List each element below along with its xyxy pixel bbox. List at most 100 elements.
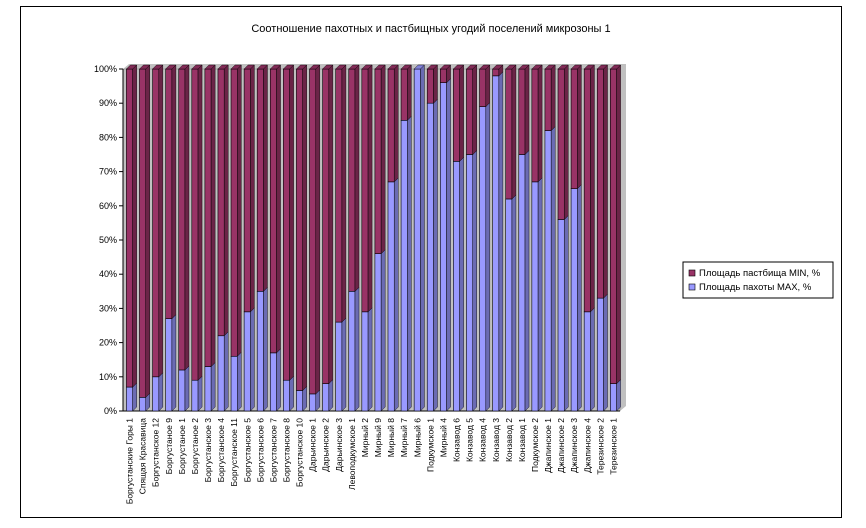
- x-tick-label: Мирный 2: [360, 418, 370, 457]
- bar-side-pahota: [289, 375, 294, 412]
- bar-side-pahota: [132, 382, 137, 412]
- bar-top: [152, 64, 164, 70]
- bar-top: [544, 64, 556, 70]
- bar-top: [361, 64, 373, 70]
- y-tick-label: 50%: [99, 235, 117, 245]
- x-tick-label: Дарьинское 2: [321, 418, 331, 472]
- bar-side-pastbishe: [158, 64, 164, 378]
- bar-segment-pahota: [243, 311, 251, 412]
- x-tick-label: Терезинское 2: [595, 418, 605, 475]
- bar-segment-pahota: [296, 390, 304, 412]
- bar-top: [465, 64, 478, 70]
- legend: Площадь пастбища MIN, % Площадь пахоты MA…: [682, 261, 834, 299]
- bar-top: [505, 64, 517, 70]
- bar-segment-pahota: [256, 290, 264, 412]
- bar-segment-pahota: [309, 393, 317, 412]
- bar-segment-pahota: [126, 386, 133, 412]
- bar-side-pahota: [524, 150, 530, 412]
- bar-segment-pahota: [544, 130, 552, 412]
- bar-top: [583, 64, 595, 70]
- x-tick-label: Дарьинское 1: [308, 418, 318, 472]
- bar-top: [452, 64, 465, 70]
- bar-side-pastbishe: [616, 64, 621, 385]
- bar-segment-pahota: [413, 68, 421, 412]
- bar-segment-pastbishe: [269, 68, 277, 354]
- bar-top: [178, 64, 190, 70]
- y-tick-label: 40%: [99, 269, 117, 279]
- bar-side-pahota: [603, 293, 608, 412]
- legend-swatch: [688, 283, 696, 291]
- bar-segment-pahota: [466, 154, 474, 412]
- bar-segment-pastbishe: [426, 68, 434, 104]
- x-tick-label: Боргустанское 10: [295, 418, 305, 487]
- bar-segment-pahota: [531, 181, 539, 412]
- bar-side-pastbishe: [433, 64, 438, 104]
- bar-segment-pahota: [596, 297, 604, 412]
- bar-side-pastbishe: [511, 64, 517, 200]
- x-tick-label: Боргустанское 8: [281, 418, 291, 483]
- x-tick-label: Подкумское 1: [425, 418, 435, 472]
- bar-segment-pastbishe: [139, 68, 147, 398]
- bar-segment-pahota: [505, 198, 513, 412]
- bar-top: [492, 64, 504, 70]
- x-tick-label: Подкумское 2: [530, 418, 540, 472]
- bar-side-pahota: [250, 307, 255, 412]
- bar-side-pahota: [485, 102, 491, 412]
- bar-side-pahota: [224, 331, 229, 412]
- bar-segment-pastbishe: [178, 68, 186, 371]
- bar-segment-pahota: [374, 253, 382, 412]
- bar-side-pahota: [537, 177, 543, 412]
- chart-svg: Соотношение пахотных и пастбищных угодий…: [94, 23, 834, 504]
- bar-side-pastbishe: [537, 64, 543, 183]
- bar-segment-pastbishe: [387, 68, 395, 183]
- x-tick-label: Конзавод 6: [452, 418, 462, 462]
- bar-segment-pastbishe: [296, 68, 304, 391]
- bar-segment-pahota: [230, 355, 238, 412]
- bar-side-pastbishe: [276, 64, 281, 354]
- bar-side-pahota: [184, 365, 190, 412]
- bar-top: [322, 64, 334, 70]
- bar-side-pastbishe: [551, 64, 556, 132]
- bar-segment-pastbishe: [518, 68, 526, 155]
- bar-segment-pastbishe: [596, 68, 604, 299]
- y-tick-label: 20%: [99, 338, 117, 348]
- bar-top: [165, 64, 177, 70]
- bar-side-pahota: [511, 194, 517, 412]
- x-tick-label: Боргустанское 3: [203, 418, 213, 483]
- bar-side-pastbishe: [224, 64, 229, 337]
- bar-segment-pastbishe: [191, 68, 199, 381]
- bar-side-pastbishe: [315, 64, 320, 395]
- bar-side-pahota: [616, 379, 621, 412]
- bar-segment-pastbishe: [505, 68, 513, 200]
- bar-segment-pahota: [570, 188, 578, 412]
- bar-segment-pastbishe: [283, 68, 290, 381]
- chart-title: Соотношение пахотных и пастбищных угодий…: [251, 23, 610, 35]
- x-tick-label: Левоподкумское 1: [347, 418, 357, 490]
- bar-side-pastbishe: [302, 64, 307, 391]
- bar-segment-pahota: [610, 383, 617, 412]
- bar-top: [243, 64, 255, 70]
- bar-top: [518, 64, 530, 70]
- x-tick-label: Боргустаное 2: [190, 418, 200, 475]
- bar-side-pahota: [564, 214, 569, 412]
- bar-segment-pastbishe: [217, 68, 225, 337]
- bar-segment-pahota: [348, 290, 356, 412]
- bar-segment-pastbishe: [309, 68, 317, 395]
- bar-side-pastbishe: [210, 64, 216, 368]
- bar-segment-pahota: [217, 335, 225, 412]
- bar-top: [335, 64, 347, 70]
- chart-frame: Соотношение пахотных и пастбищных угодий…: [20, 6, 842, 518]
- x-tick-label: Боргустанское 12: [151, 418, 161, 487]
- legend-box: [682, 261, 834, 299]
- bar-side-pastbishe: [250, 64, 255, 313]
- x-tick-label: Дарьинское 3: [334, 418, 344, 472]
- bar-segment-pahota: [335, 321, 343, 412]
- bar-side-pahota: [446, 78, 451, 412]
- x-tick-label: Конзавод 5: [465, 418, 475, 462]
- bar-segment-pastbishe: [322, 68, 330, 384]
- bar-side-pastbishe: [145, 64, 150, 398]
- bar-side-pahota: [158, 372, 164, 412]
- bar-segment-pahota: [165, 318, 173, 412]
- bar-segment-pahota: [361, 311, 369, 412]
- bar-top: [217, 64, 229, 70]
